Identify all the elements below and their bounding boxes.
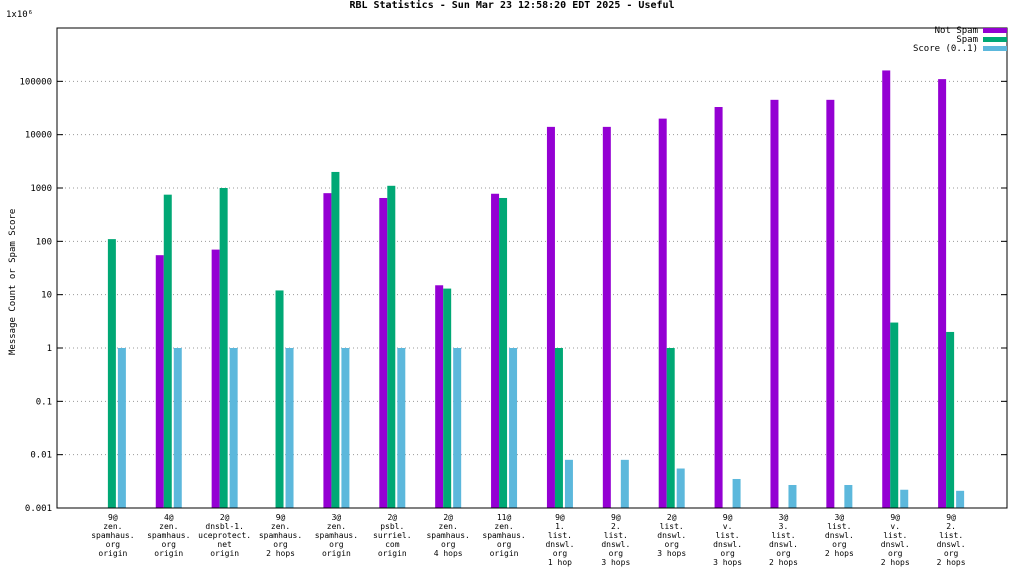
category-label: 9@ zen. spamhaus. org 2 hops: [259, 513, 302, 558]
bar-not-spam: [882, 70, 891, 509]
bar-score-0-1-: [397, 348, 406, 508]
bar-score-0-1-: [732, 478, 741, 508]
bar-spam: [946, 331, 955, 508]
bar-spam: [443, 288, 452, 508]
bar-not-spam: [714, 107, 723, 509]
y-tick-label: 0.001: [25, 504, 52, 514]
bar-not-spam: [379, 197, 388, 508]
category-label: 2@ list. dnswl. org 3 hops: [657, 513, 686, 558]
y-tick-label: 100: [36, 237, 52, 247]
bar-score-0-1-: [285, 348, 294, 508]
category-label: 3@ zen. spamhaus. org origin: [315, 513, 358, 558]
bar-not-spam: [658, 118, 667, 509]
bar-spam: [275, 290, 284, 508]
bar-spam: [219, 188, 228, 508]
y-tick-label: 10000: [25, 131, 52, 141]
bar-score-0-1-: [900, 489, 909, 508]
category-label: 9@ zen. spamhaus. org origin: [91, 513, 134, 558]
bar-score-0-1-: [117, 348, 126, 508]
category-label: 9@ v. list. dnswl. org 3 hops: [713, 513, 742, 567]
category-label: 2@ zen. spamhaus. org 4 hops: [426, 513, 469, 558]
bar-spam: [554, 348, 563, 508]
category-label: 9@ 1. list. dnswl. org 1 hop: [545, 513, 574, 567]
category-label: 2@ psbl. surriel. com origin: [373, 513, 412, 558]
category-label: 3@ list. dnswl. org 2 hops: [825, 513, 854, 558]
bar-not-spam: [155, 255, 164, 508]
category-label: 11@ zen. spamhaus. org origin: [482, 513, 525, 558]
legend-label: Score (0..1): [913, 44, 978, 54]
bar-spam: [163, 194, 172, 509]
bar-spam: [890, 322, 899, 508]
legend-swatch: [983, 28, 1007, 33]
bar-not-spam: [770, 99, 779, 508]
y-tick-label: 1000: [30, 184, 52, 194]
y-tick-label: 0.01: [30, 451, 52, 461]
y-tick-label: 0.1: [36, 397, 52, 407]
bar-score-0-1-: [564, 459, 573, 508]
bar-not-spam: [938, 79, 947, 508]
bar-score-0-1-: [620, 459, 629, 508]
bar-score-0-1-: [341, 348, 350, 508]
bar-spam: [387, 185, 396, 508]
legend-swatch: [983, 37, 1007, 42]
bar-score-0-1-: [788, 484, 797, 508]
bar-not-spam: [491, 193, 500, 509]
bar-not-spam: [826, 99, 835, 508]
legend-label: Spam: [956, 35, 978, 45]
bar-score-0-1-: [844, 484, 853, 508]
bar-spam: [666, 348, 675, 508]
bar-score-0-1-: [509, 348, 518, 508]
category-label: 9@ 2. list. dnswl. org 3 hops: [601, 513, 630, 567]
bar-score-0-1-: [173, 348, 182, 508]
legend-label: Not Spam: [935, 26, 978, 36]
bar-spam: [331, 171, 340, 508]
bar-not-spam: [546, 126, 555, 508]
y-tick-label: 1: [47, 344, 52, 354]
bar-not-spam: [211, 249, 220, 508]
y-tick-label: 100000: [19, 77, 52, 87]
chart-title: RBL Statistics - Sun Mar 23 12:58:20 EDT…: [349, 0, 675, 11]
category-label: 2@ dnsbl-1. uceprotect. net origin: [198, 513, 251, 558]
category-label: 4@ zen. spamhaus. org origin: [147, 513, 190, 558]
bar-score-0-1-: [956, 490, 965, 508]
bar-not-spam: [435, 285, 444, 508]
category-label: 9@ v. list. dnswl. org 2 hops: [881, 513, 910, 567]
category-label: 9@ 2. list. dnswl. org 2 hops: [937, 513, 966, 567]
legend-swatch: [983, 46, 1007, 51]
y-axis-top-tick-label: 1x10⁶: [6, 10, 34, 20]
plot-border: [56, 27, 1008, 509]
bar-spam: [107, 239, 116, 508]
bar-score-0-1-: [676, 468, 685, 508]
bar-not-spam: [323, 193, 332, 509]
y-tick-label: 10: [41, 291, 52, 301]
category-label: 3@ 3. list. dnswl. org 2 hops: [769, 513, 798, 567]
bar-score-0-1-: [229, 348, 238, 508]
bar-spam: [499, 197, 508, 508]
bar-score-0-1-: [453, 348, 462, 508]
bar-not-spam: [602, 126, 611, 508]
